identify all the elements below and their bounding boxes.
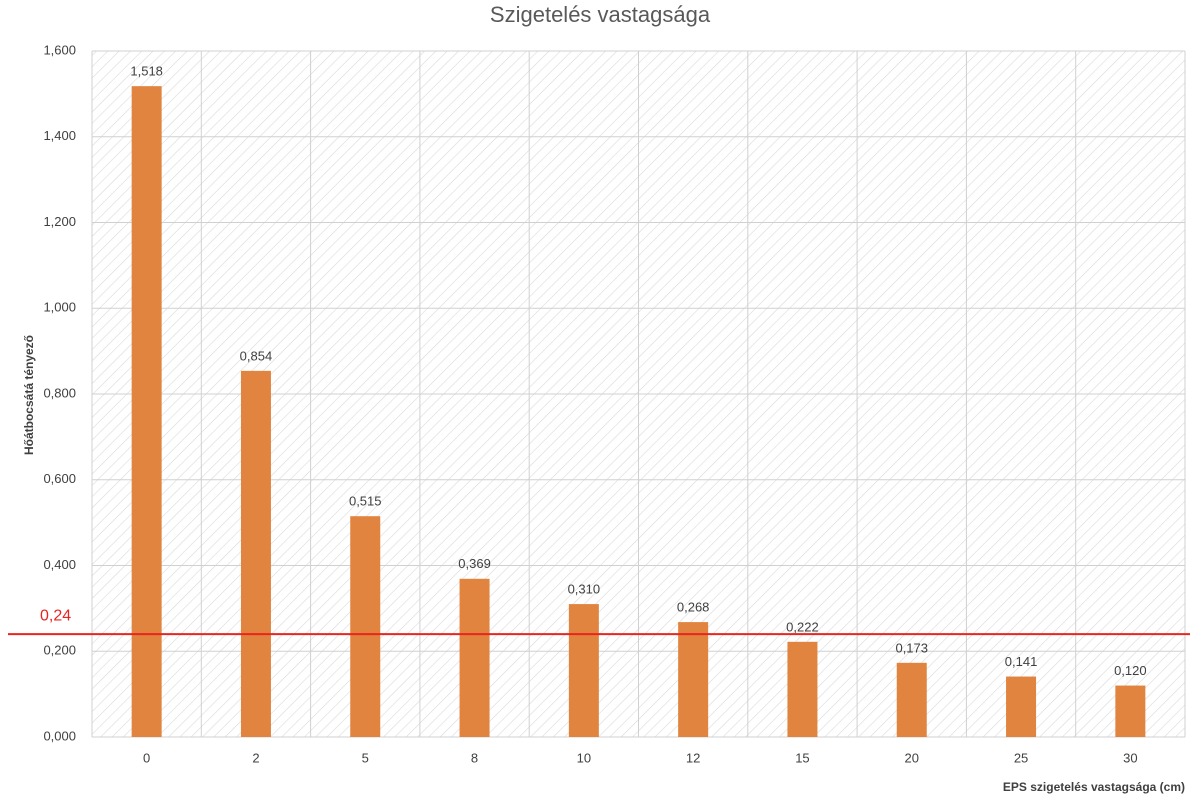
y-axis-title: Hőátbocsátá tényező <box>22 335 36 455</box>
x-tick-label: 10 <box>577 750 591 765</box>
bar <box>240 370 271 737</box>
y-tick-label: 0,400 <box>43 557 76 572</box>
y-tick-label: 1,400 <box>43 128 76 143</box>
data-label: 1,518 <box>130 64 163 79</box>
bar <box>459 578 490 737</box>
data-label: 0,222 <box>786 619 819 634</box>
y-tick-label: 1,200 <box>43 214 76 229</box>
y-tick-label: 0,800 <box>43 385 76 400</box>
data-label: 0,268 <box>677 600 710 615</box>
y-tick-label: 0,600 <box>43 471 76 486</box>
bar <box>568 604 599 737</box>
bar <box>787 641 818 737</box>
x-tick-label: 8 <box>471 750 478 765</box>
bar <box>350 516 381 737</box>
x-tick-label: 2 <box>252 750 259 765</box>
y-tick-label: 1,000 <box>43 300 76 315</box>
data-label: 0,173 <box>895 640 928 655</box>
y-tick-label: 0,000 <box>43 728 76 743</box>
x-tick-label: 5 <box>362 750 369 765</box>
x-tick-label: 12 <box>686 750 700 765</box>
x-tick-label: 15 <box>795 750 809 765</box>
x-tick-label: 20 <box>905 750 919 765</box>
bar <box>1115 685 1146 737</box>
data-label: 0,120 <box>1114 663 1147 678</box>
x-axis-title: EPS szigetelés vastagsága (cm) <box>1003 780 1185 794</box>
data-label: 0,310 <box>568 582 601 597</box>
bar <box>896 662 927 737</box>
data-label: 0,141 <box>1005 654 1038 669</box>
x-tick-label: 0 <box>143 750 150 765</box>
bar <box>678 622 709 737</box>
bar <box>131 86 162 738</box>
x-tick-label: 30 <box>1123 750 1137 765</box>
data-label: 0,854 <box>240 348 273 363</box>
x-tick-label: 25 <box>1014 750 1028 765</box>
data-label: 0,515 <box>349 494 382 509</box>
y-tick-label: 0,200 <box>43 643 76 658</box>
data-label: 0,369 <box>458 556 491 571</box>
reference-label: 0,24 <box>40 607 71 624</box>
chart-title: Szigetelés vastagsága <box>490 2 711 27</box>
y-tick-label: 1,600 <box>43 42 76 57</box>
bar <box>1006 676 1037 737</box>
